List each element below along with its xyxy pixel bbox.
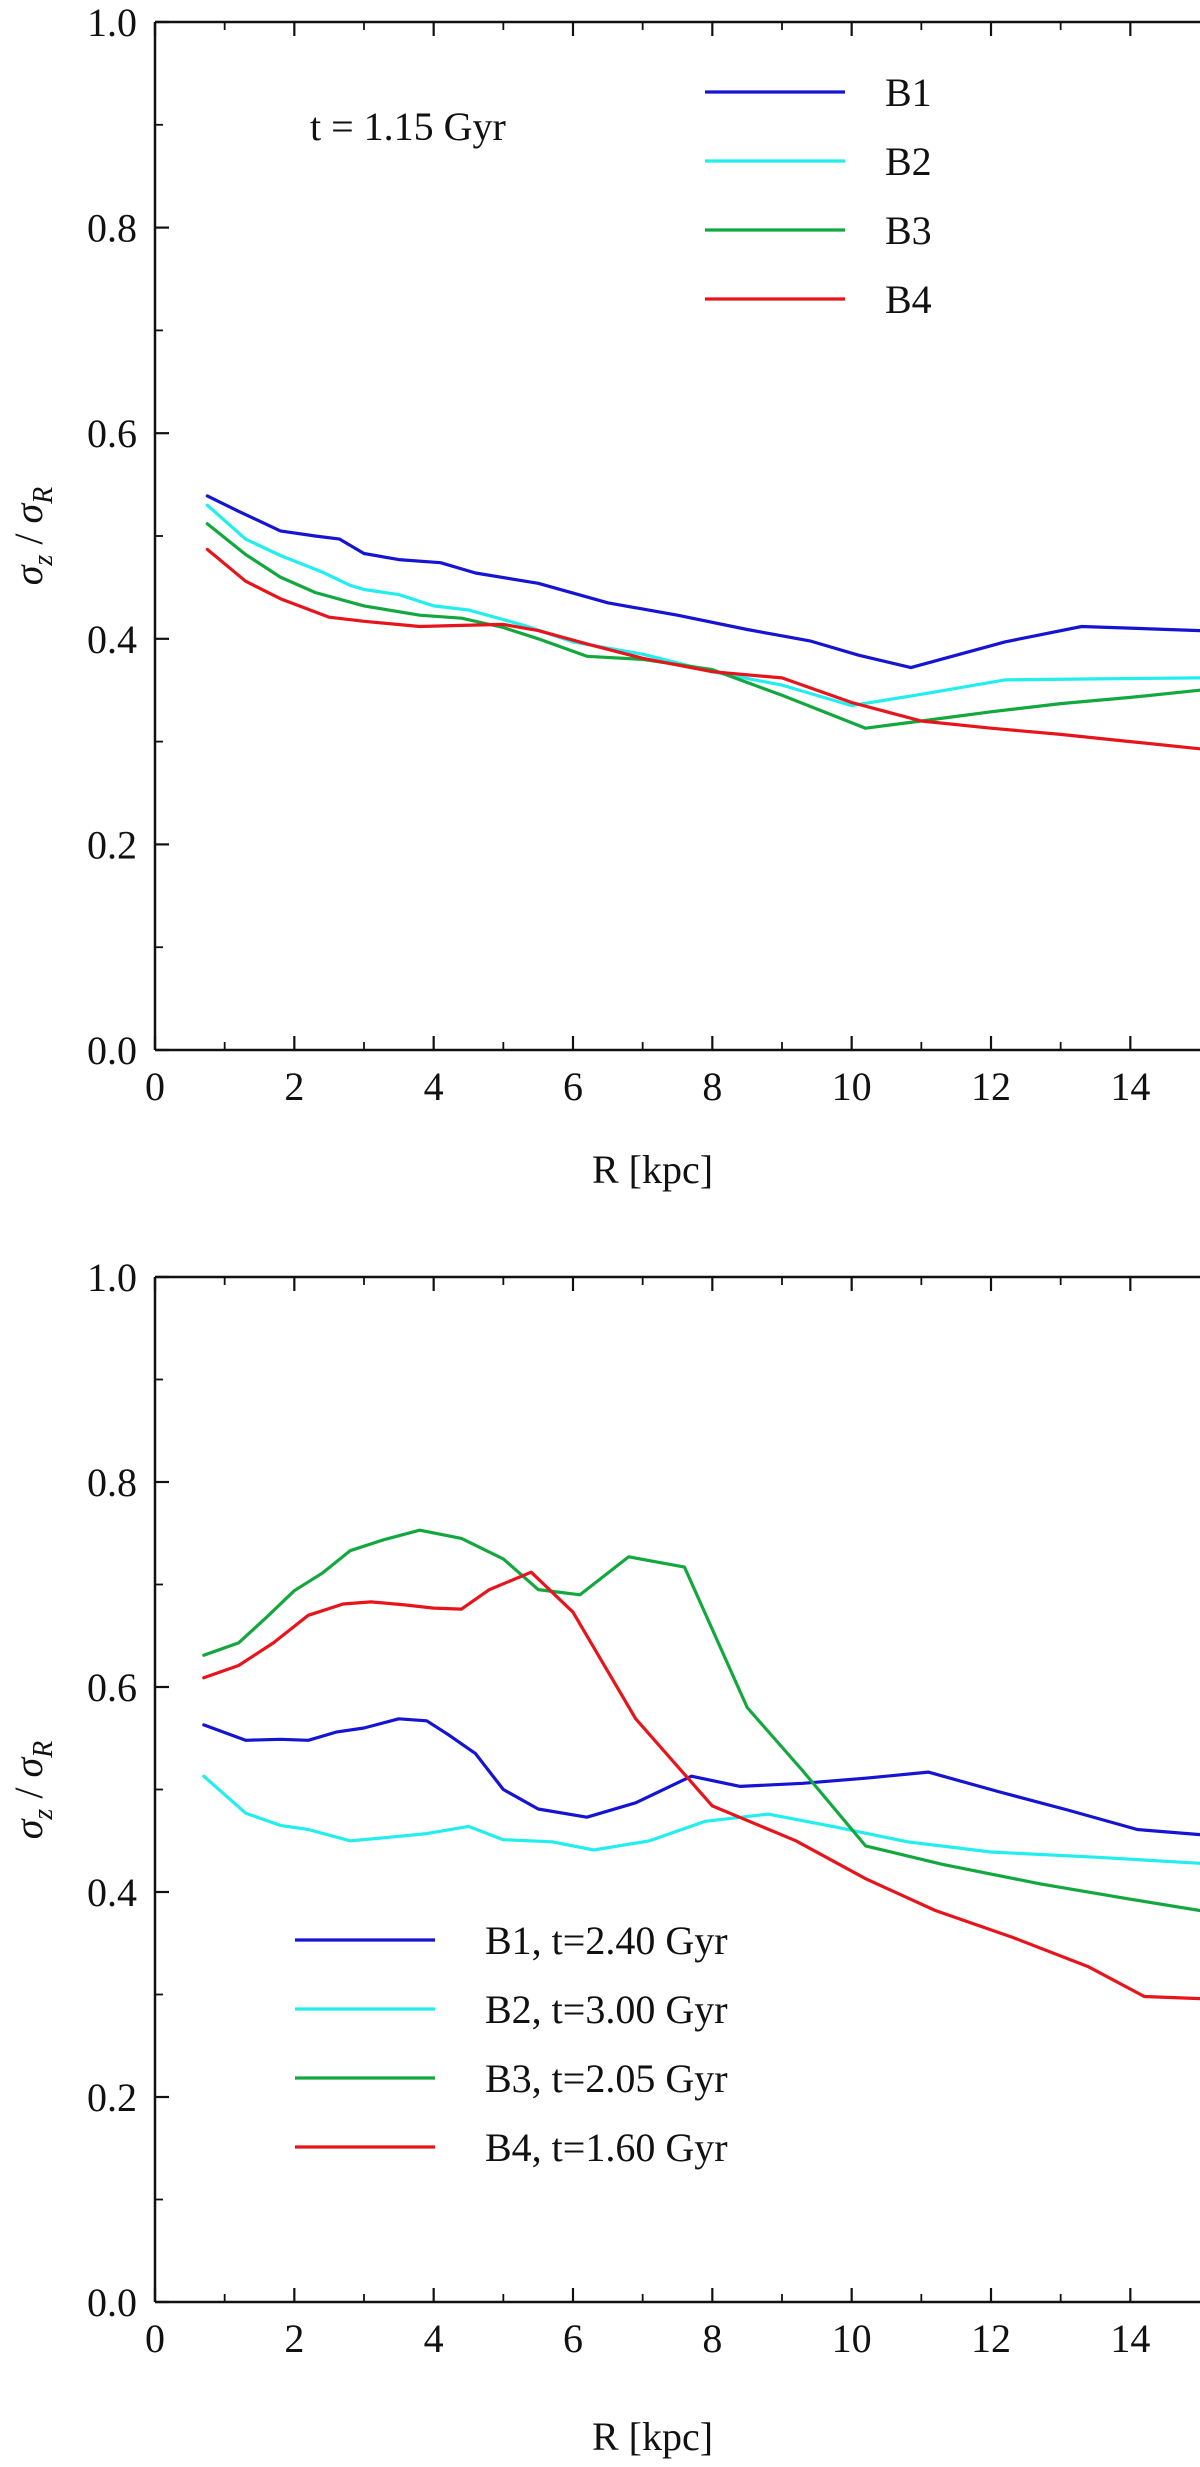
y-label-sub-z: z (28, 555, 59, 567)
series-line-b1 (202, 1717, 1200, 1837)
legend: B1 B2 B3 B4 (705, 70, 932, 322)
y-label-sigma-den: σ (6, 503, 51, 524)
x-tick-label: 10 (832, 1064, 872, 1109)
legend-label: B2, t=3.00 Gyr (485, 1987, 728, 2032)
y-tick-label: 0.2 (87, 822, 137, 867)
y-tick-label: 0.2 (87, 2075, 137, 2120)
y-tick-label: 0.6 (87, 1665, 137, 1710)
time-annotation: t = 1.15 Gyr (310, 104, 506, 149)
series-group (205, 494, 1200, 751)
y-label-sep: / (6, 1778, 51, 1809)
y-axis-label: σz / σR (6, 487, 59, 586)
series-line-b2 (202, 1774, 1200, 1865)
legend: B1, t=2.40 Gyr B2, t=3.00 Gyr B3, t=2.05 G… (295, 1918, 728, 2170)
x-tick-label: 6 (563, 2316, 583, 2361)
series-group (202, 1528, 1200, 2001)
x-tick-label: 0 (145, 1064, 165, 1109)
y-label-sigma-num: σ (6, 564, 51, 585)
series-line-b4 (205, 547, 1200, 751)
x-axis-label: R [kpc] (592, 2414, 713, 2459)
x-tick-label: 4 (424, 2316, 444, 2361)
y-tick-label: 0.4 (87, 617, 137, 662)
x-tick-label: 4 (424, 1064, 444, 1109)
legend-label: B1, t=2.40 Gyr (485, 1918, 728, 1963)
y-tick-label: 1.0 (87, 1255, 137, 1300)
legend-label: B4, t=1.60 Gyr (485, 2125, 728, 2170)
x-tick-label: 2 (284, 1064, 304, 1109)
y-label-sub-z: z (28, 1809, 59, 1821)
legend-label: B3, t=2.05 Gyr (485, 2056, 728, 2101)
x-tick-label: 10 (832, 2316, 872, 2361)
x-tick-label: 6 (563, 1064, 583, 1109)
x-tick-label: 12 (971, 2316, 1011, 2361)
top-panel: 0 2 4 6 8 10 12 140.00.20.40.60.81.0R [kpc]σz /… (6, 0, 1200, 1192)
series-line-b1 (205, 494, 1200, 670)
series-line-b3 (202, 1528, 1200, 1913)
x-tick-label: 0 (145, 2316, 165, 2361)
y-label-sep: / (6, 524, 51, 555)
bottom-panel: 0 2 4 6 8 10 12 140.00.20.40.60.81.0R [kpc]σz /… (6, 1255, 1200, 2459)
x-axis-label: R [kpc] (592, 1147, 713, 1192)
y-tick-label: 1.0 (87, 0, 137, 45)
legend-label: B2 (885, 139, 932, 184)
y-label-sigma-num: σ (6, 1818, 51, 1839)
y-axis-label: σz / σR (6, 1741, 59, 1840)
legend-label: B1 (885, 70, 932, 115)
y-label-sub-r: R (28, 487, 59, 505)
x-tick-label: 8 (702, 1064, 722, 1109)
y-label-sub-r: R (28, 1741, 59, 1759)
x-tick-label: 14 (1110, 1064, 1150, 1109)
y-label-sigma-den: σ (6, 1757, 51, 1778)
y-tick-label: 0.8 (87, 1460, 137, 1505)
x-tick-label: 8 (702, 2316, 722, 2361)
x-tick-label: 12 (971, 1064, 1011, 1109)
series-line-b4 (202, 1570, 1200, 2001)
y-tick-label: 0.0 (87, 2280, 137, 2325)
series-line-b3 (205, 522, 1200, 730)
y-tick-label: 0.0 (87, 1028, 137, 1073)
series-line-b2 (205, 503, 1200, 708)
y-tick-label: 0.6 (87, 411, 137, 456)
x-tick-label: 14 (1110, 2316, 1150, 2361)
x-tick-label: 2 (284, 2316, 304, 2361)
legend-label: B4 (885, 277, 932, 322)
y-tick-label: 0.4 (87, 1870, 137, 1915)
y-tick-label: 0.8 (87, 206, 137, 251)
legend-label: B3 (885, 208, 932, 253)
